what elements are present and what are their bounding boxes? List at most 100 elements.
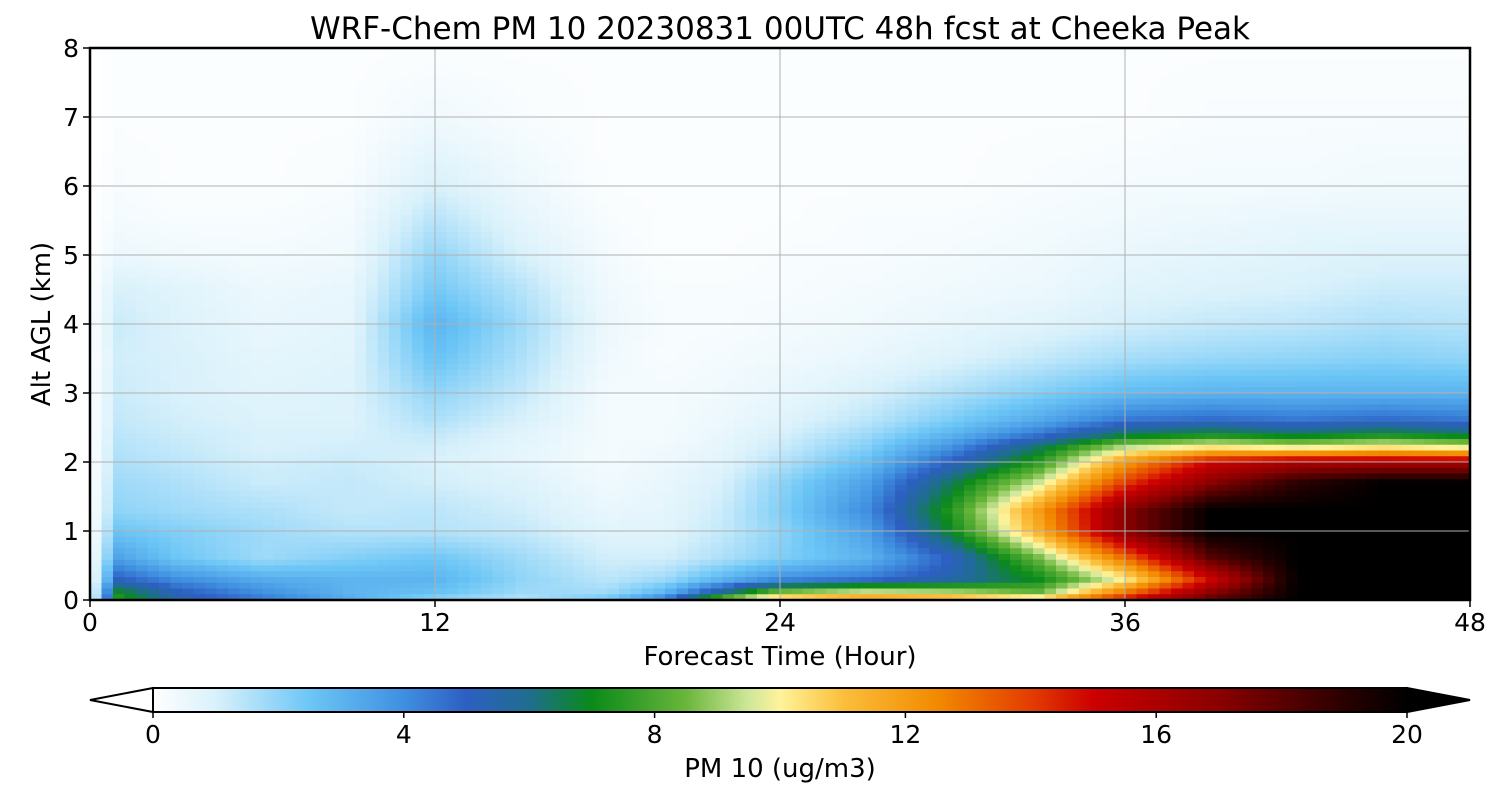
heatmap-cell bbox=[446, 260, 459, 268]
heatmap-cell bbox=[573, 99, 586, 107]
heatmap-cell bbox=[400, 71, 413, 78]
heatmap-cell bbox=[389, 128, 402, 135]
heatmap-cell bbox=[124, 260, 137, 268]
heatmap-cell bbox=[458, 76, 471, 84]
heatmap-cell bbox=[101, 111, 114, 118]
heatmap-cell bbox=[734, 94, 747, 101]
heatmap-cell bbox=[757, 48, 770, 55]
heatmap-cell bbox=[630, 88, 643, 95]
heatmap-cell bbox=[159, 220, 172, 227]
heatmap-cell bbox=[90, 168, 103, 176]
heatmap-cell bbox=[124, 249, 137, 256]
heatmap-cell bbox=[952, 197, 965, 204]
heatmap-cell bbox=[860, 128, 873, 135]
heatmap-cell bbox=[1412, 88, 1425, 95]
heatmap-cell bbox=[1194, 163, 1207, 170]
heatmap-cell bbox=[366, 48, 379, 55]
heatmap-cell bbox=[619, 105, 632, 112]
heatmap-cell bbox=[515, 163, 528, 170]
heatmap-cell bbox=[159, 209, 172, 216]
heatmap-cell bbox=[136, 163, 149, 170]
heatmap-cell bbox=[354, 145, 367, 153]
heatmap-cell bbox=[1274, 232, 1287, 239]
heatmap-cell bbox=[1205, 243, 1218, 250]
heatmap-cell bbox=[941, 128, 954, 135]
heatmap-cell bbox=[1079, 76, 1092, 84]
heatmap-cell bbox=[1182, 151, 1195, 158]
heatmap-cell bbox=[147, 59, 160, 66]
heatmap-cell bbox=[251, 237, 264, 245]
heatmap-cell bbox=[1240, 65, 1253, 72]
heatmap-cell bbox=[1090, 134, 1103, 141]
heatmap-cell bbox=[1389, 197, 1402, 204]
heatmap-cell bbox=[918, 151, 931, 158]
heatmap-cell bbox=[1412, 243, 1425, 250]
heatmap-cell bbox=[975, 111, 988, 118]
heatmap-cell bbox=[1286, 145, 1299, 153]
heatmap-cell bbox=[492, 214, 505, 222]
heatmap-cell bbox=[596, 220, 609, 227]
heatmap-cell bbox=[722, 82, 735, 89]
heatmap-cell bbox=[895, 191, 908, 199]
heatmap-cell bbox=[193, 94, 206, 101]
heatmap-cell bbox=[205, 145, 218, 153]
heatmap-cell bbox=[193, 272, 206, 279]
heatmap-cell bbox=[929, 53, 942, 61]
heatmap-cell bbox=[734, 191, 747, 199]
heatmap-cell bbox=[975, 260, 988, 268]
heatmap-cell bbox=[1401, 191, 1414, 199]
heatmap-cell bbox=[90, 117, 103, 124]
heatmap-cell bbox=[596, 249, 609, 256]
heatmap-cell bbox=[1194, 237, 1207, 245]
heatmap-cell bbox=[1435, 232, 1448, 239]
heatmap-cell bbox=[504, 168, 517, 176]
heatmap-cell bbox=[182, 65, 195, 72]
heatmap-cell bbox=[366, 65, 379, 72]
heatmap-cell bbox=[239, 151, 252, 158]
heatmap-cell bbox=[653, 220, 666, 227]
heatmap-cell bbox=[1435, 197, 1448, 204]
heatmap-cell bbox=[1159, 249, 1172, 256]
heatmap-cell bbox=[1159, 186, 1172, 193]
heatmap-cell bbox=[366, 145, 379, 153]
heatmap-cell bbox=[860, 48, 873, 55]
heatmap-cell bbox=[1366, 255, 1379, 262]
heatmap-cell bbox=[826, 214, 839, 222]
heatmap-cell bbox=[285, 197, 298, 204]
heatmap-cell bbox=[1033, 48, 1046, 55]
heatmap-cell bbox=[538, 88, 551, 95]
heatmap-cell bbox=[1309, 255, 1322, 262]
heatmap-cell bbox=[193, 266, 206, 273]
heatmap-cell bbox=[159, 59, 172, 66]
heatmap-cell bbox=[446, 214, 459, 222]
heatmap-cell bbox=[262, 203, 275, 210]
heatmap-cell bbox=[285, 151, 298, 158]
heatmap-cell bbox=[147, 99, 160, 107]
heatmap-cell bbox=[860, 191, 873, 199]
heatmap-cell bbox=[1355, 53, 1368, 61]
heatmap-cell bbox=[492, 197, 505, 204]
heatmap-cell bbox=[711, 191, 724, 199]
heatmap-cell bbox=[239, 197, 252, 204]
heatmap-cell bbox=[1044, 186, 1057, 193]
heatmap-cell bbox=[1343, 71, 1356, 78]
heatmap-cell bbox=[561, 214, 574, 222]
heatmap-cell bbox=[1194, 122, 1207, 130]
heatmap-cell bbox=[941, 237, 954, 245]
heatmap-cell bbox=[1297, 59, 1310, 66]
heatmap-cell bbox=[136, 266, 149, 273]
heatmap-cell bbox=[354, 59, 367, 66]
heatmap-cell bbox=[1021, 65, 1034, 72]
heatmap-cell bbox=[1297, 226, 1310, 233]
heatmap-cell bbox=[1355, 272, 1368, 279]
heatmap-cell bbox=[147, 163, 160, 170]
heatmap-cell bbox=[906, 168, 919, 176]
heatmap-cell bbox=[1171, 197, 1184, 204]
heatmap-cell bbox=[1033, 180, 1046, 187]
heatmap-cell bbox=[274, 76, 287, 84]
heatmap-cell bbox=[653, 260, 666, 268]
heatmap-cell bbox=[722, 226, 735, 233]
heatmap-cell bbox=[216, 197, 229, 204]
heatmap-cell bbox=[251, 163, 264, 170]
heatmap-cell bbox=[435, 203, 448, 210]
